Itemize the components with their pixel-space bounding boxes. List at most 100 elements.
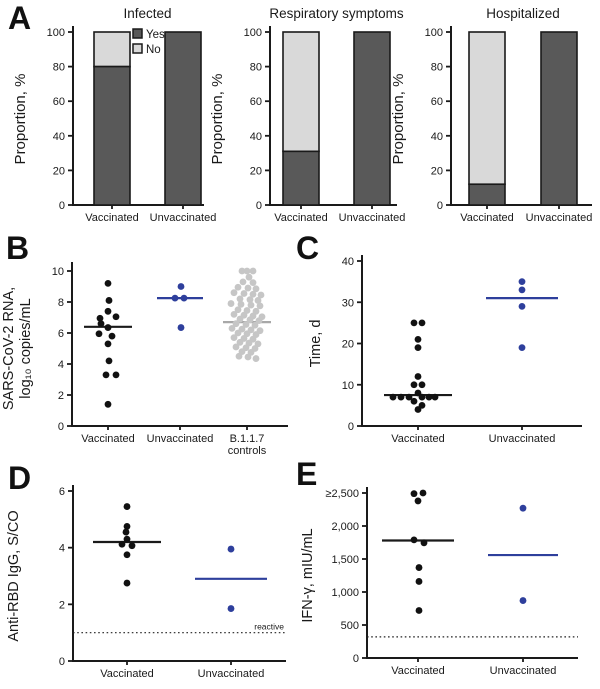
y-tick-label: 0	[437, 200, 443, 212]
x-category-label: Vaccinated	[274, 212, 328, 224]
chart-title: Respiratory symptoms	[269, 6, 404, 21]
y-tick-label: 0	[59, 200, 65, 212]
panel-d-chart: Anti-RBD IgG, S/CO 0 2 4 6 reactive Vaccinated…	[6, 485, 286, 680]
y-tick-label: 100	[47, 27, 65, 39]
y-tick-label: 40	[342, 256, 354, 268]
y-axis-label: IFN-γ, mIU/mL	[300, 528, 316, 622]
y-tick-label: 500	[341, 620, 359, 632]
x-category-label: Vaccinated	[100, 668, 154, 680]
data-point	[249, 290, 257, 298]
x-category-label: Vaccinated	[391, 665, 445, 677]
data-point	[255, 317, 263, 324]
data-point	[431, 393, 439, 401]
y-tick-label: 80	[53, 62, 65, 74]
y-tick-label: 100	[425, 27, 443, 39]
data-point	[414, 344, 422, 352]
data-point	[244, 284, 252, 292]
legend-swatch-no	[132, 43, 143, 54]
panel-b: SARS-CoV-2 RNA, log₁₀ copies/mL 0 2 4 6 8 10 Vac…	[0, 228, 300, 459]
bar-segment-yes	[468, 183, 506, 206]
x-category-label: Unvaccinated	[526, 212, 593, 224]
data-point	[254, 297, 262, 304]
data-point	[249, 279, 257, 287]
y-tick-label: 10	[52, 266, 64, 278]
data-point	[397, 393, 405, 401]
data-point	[414, 497, 422, 505]
data-point	[252, 355, 260, 362]
data-point	[246, 316, 254, 324]
bar-segment-yes	[282, 150, 320, 206]
data-point	[97, 320, 105, 328]
y-tick-label: 8	[58, 297, 64, 309]
data-point	[420, 539, 428, 547]
panel-e: IFN-γ, mIU/mL 0 500 1,000 1,500 2,000 ≥2,500 Va…	[290, 458, 600, 689]
data-point	[244, 353, 252, 361]
bar-segment-yes	[93, 65, 131, 206]
y-tick-label: 2	[59, 599, 65, 611]
data-point	[245, 273, 253, 281]
data-point	[389, 393, 397, 401]
y-axis-label: Anti-RBD IgG, S/CO	[6, 510, 22, 641]
y-tick-label: 6	[59, 486, 65, 498]
data-point	[104, 280, 112, 287]
data-point	[415, 564, 423, 571]
data-point	[246, 296, 254, 304]
data-point	[177, 324, 185, 331]
y-tick-label: 1,000	[331, 587, 359, 599]
panel-c-chart: Time, d 0 10 20 30 40 Vaccinated Unvaccinated	[308, 255, 582, 445]
data-point	[236, 338, 244, 346]
data-point	[104, 307, 112, 315]
bar-segment-no	[93, 31, 131, 68]
y-tick-label: 1,500	[331, 554, 359, 566]
y-tick-label: 100	[244, 27, 262, 39]
panel-b-label: B	[6, 230, 30, 266]
data-point	[123, 551, 131, 559]
bar-segment-yes	[164, 31, 202, 206]
panel-e-label: E	[296, 456, 318, 492]
data-point	[410, 536, 418, 544]
subchart-2: Respiratory symptoms Proportion, % 0 20 40 60…	[209, 6, 405, 224]
bar-segment-no	[282, 31, 320, 153]
data-point	[228, 324, 236, 332]
y-tick-label: 60	[431, 96, 443, 108]
data-point	[230, 334, 238, 342]
data-point	[410, 490, 418, 498]
y-tick-label: 2	[58, 390, 64, 402]
data-point	[240, 290, 248, 297]
y-tick-label: 10	[342, 380, 354, 392]
y-tick-label: 20	[342, 339, 354, 351]
x-category-label: Unvaccinated	[150, 212, 217, 224]
data-point	[518, 344, 526, 352]
panel-d-label: D	[8, 460, 32, 496]
panel-e-chart: IFN-γ, mIU/mL 0 500 1,000 1,500 2,000 ≥2,500 Va…	[300, 487, 578, 677]
data-point	[518, 286, 526, 294]
data-point	[118, 540, 126, 548]
data-point	[102, 371, 110, 379]
data-point	[518, 278, 526, 286]
data-point	[518, 302, 526, 310]
x-category-label: B.1.1.7	[230, 433, 265, 445]
x-category-label: Unvaccinated	[490, 665, 557, 677]
y-tick-label: 20	[250, 165, 262, 177]
data-point	[232, 343, 240, 351]
x-category-label: Unvaccinated	[339, 212, 406, 224]
y-axis-label: Proportion, %	[12, 74, 29, 165]
x-category-label: Unvaccinated	[147, 433, 214, 445]
data-point	[242, 321, 250, 328]
chart-title: Infected	[123, 6, 171, 21]
panel-b-chart: SARS-CoV-2 RNA, log₁₀ copies/mL 0 2 4 6 8 10 Vac…	[1, 262, 288, 457]
y-axis-label: Proportion, %	[209, 74, 226, 165]
data-point	[414, 406, 422, 413]
data-point	[232, 320, 240, 328]
legend-label: No	[146, 44, 161, 56]
data-point	[105, 297, 113, 304]
y-tick-label: 4	[59, 543, 65, 555]
data-point	[251, 321, 259, 329]
data-point	[122, 528, 130, 536]
data-point	[230, 289, 238, 297]
data-point	[123, 503, 131, 510]
y-tick-label: 30	[342, 297, 354, 309]
data-point	[415, 578, 423, 585]
data-point	[425, 393, 433, 401]
data-point	[230, 311, 238, 318]
